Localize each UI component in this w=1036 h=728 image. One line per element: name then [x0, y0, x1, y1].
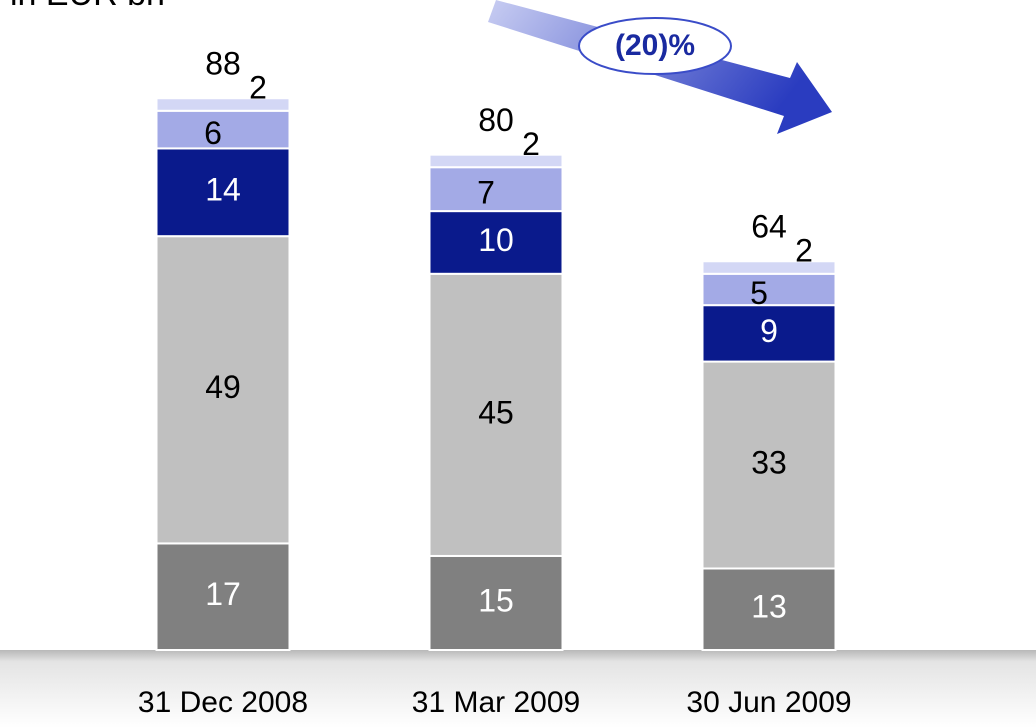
segment-label: 2: [522, 126, 540, 162]
ground: [0, 650, 1036, 728]
annotation-bubble: [578, 17, 732, 75]
bar-segment: [428, 166, 564, 213]
bar-segment: [428, 272, 564, 557]
segment-label: 2: [795, 233, 813, 269]
bar-segment: [155, 109, 291, 150]
bar-segment: [155, 97, 291, 112]
x-tick-label: 31 Dec 2008: [138, 686, 308, 719]
segment-label: 10: [478, 222, 514, 258]
x-tick-label: 30 Jun 2009: [686, 686, 851, 719]
total-label: 80: [478, 102, 514, 138]
segment-label: 14: [205, 172, 241, 208]
segment-label: 49: [205, 369, 241, 405]
bar-segment: [155, 235, 291, 545]
segment-label: 9: [760, 313, 778, 349]
x-tick-label: 31 Mar 2009: [412, 686, 580, 719]
bar-segment: [155, 147, 291, 238]
bar-segment: [428, 210, 564, 275]
annotation: (20)%: [615, 29, 695, 62]
segment-label: 45: [478, 394, 514, 430]
segment-label: 6: [204, 115, 222, 151]
segment-label: 13: [751, 589, 787, 625]
bar-segment: [428, 554, 564, 652]
segment-label: 2: [249, 70, 267, 106]
total-label: 88: [205, 46, 241, 82]
chart-title: in EUR bn: [10, 0, 165, 13]
bar-segment: [701, 260, 837, 275]
total-label: 64: [751, 209, 787, 245]
segment-label: 17: [205, 576, 241, 612]
bar-segment: [428, 153, 564, 169]
bar-segment: [701, 360, 837, 570]
segment-label: 33: [751, 444, 787, 480]
segment-label: 7: [477, 175, 495, 211]
bar-segment: [701, 567, 837, 651]
bar-segment: [701, 272, 837, 307]
bar-segment: [701, 304, 837, 363]
segment-label: 5: [750, 275, 768, 311]
segment-label: 15: [478, 582, 514, 618]
bar-segment: [155, 542, 291, 651]
